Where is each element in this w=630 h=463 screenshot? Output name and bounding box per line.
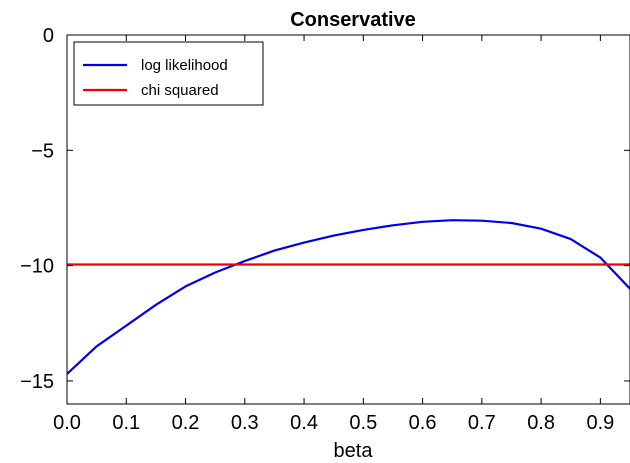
y-axis: 0 −5 −10 −15 xyxy=(20,25,630,393)
x-tick-label: 0.3 xyxy=(231,412,259,434)
series-line-1 xyxy=(67,219,630,375)
x-tick-label: 0.9 xyxy=(586,412,614,434)
x-tick-label: 0.6 xyxy=(409,412,437,434)
x-tick-label: 0.2 xyxy=(172,412,200,434)
y-tick-label: 0 xyxy=(43,25,54,47)
plot-lines xyxy=(67,219,630,375)
legend-label: chi squared xyxy=(141,82,219,99)
y-tick-label: −5 xyxy=(31,140,54,162)
x-tick-label: 0.4 xyxy=(290,412,318,434)
x-axis: 0.0 0.1 0.2 0.3 0.4 0.5 0.6 0.7 0.8 0.9 xyxy=(53,35,614,434)
x-tick-label: 0.0 xyxy=(53,412,81,434)
x-tick-label: 0.8 xyxy=(527,412,555,434)
x-tick-label: 0.5 xyxy=(349,412,377,434)
x-tick-label: 0.7 xyxy=(468,412,496,434)
y-tick-label: −15 xyxy=(20,371,54,393)
legend: log likelihood chi squared xyxy=(73,41,264,106)
legend-label: log likelihood xyxy=(141,57,228,74)
x-axis-label: beta xyxy=(334,440,374,462)
x-tick-label: 0.1 xyxy=(112,412,140,434)
chart-title: Conservative xyxy=(290,9,416,31)
y-tick-label: −10 xyxy=(20,256,54,278)
legend-box xyxy=(73,41,264,106)
plot-frame xyxy=(66,34,630,405)
